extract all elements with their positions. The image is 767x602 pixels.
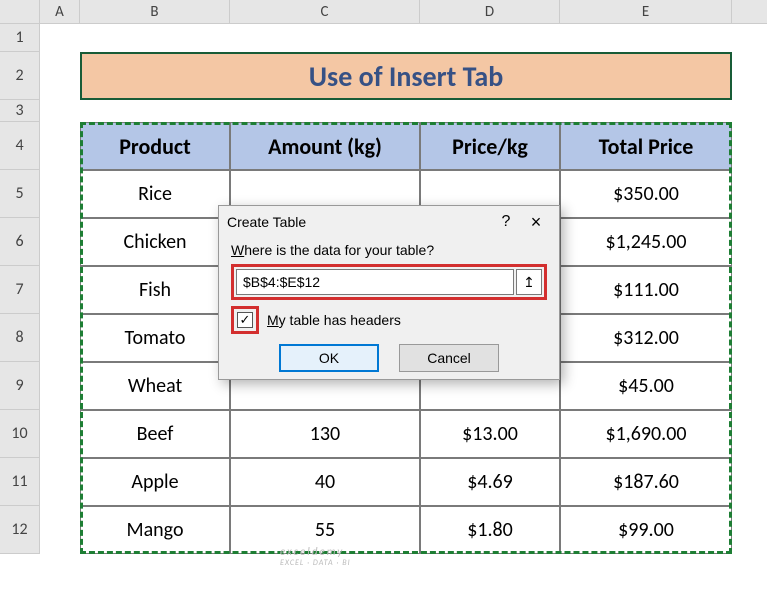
col-header-c[interactable]: C — [230, 0, 420, 23]
row-header-8[interactable]: 8 — [0, 314, 40, 362]
checkbox-label[interactable]: My table has headers — [267, 312, 401, 328]
dialog-titlebar[interactable]: Create Table ? × — [219, 206, 559, 238]
cell-total[interactable]: $350.00 — [560, 170, 732, 218]
row-header-2[interactable]: 2 — [0, 52, 40, 100]
cell-total[interactable]: $111.00 — [560, 266, 732, 314]
range-input[interactable] — [236, 269, 514, 295]
cell-total[interactable]: $187.60 — [560, 458, 732, 506]
cell-product[interactable]: Apple — [80, 458, 230, 506]
cancel-button[interactable]: Cancel — [399, 344, 499, 372]
cell-product[interactable]: Fish — [80, 266, 230, 314]
dialog-body: Where is the data for your table? ↥ ✓ My… — [219, 238, 559, 380]
col-header-b[interactable]: B — [80, 0, 230, 23]
cell-total[interactable]: $99.00 — [560, 506, 732, 554]
row-headers: 1 2 3 4 5 6 7 8 9 10 11 12 — [0, 24, 40, 554]
row-header-3[interactable]: 3 — [0, 100, 40, 122]
row-header-1[interactable]: 1 — [0, 24, 40, 52]
cell-total[interactable]: $45.00 — [560, 362, 732, 410]
close-icon[interactable]: × — [521, 212, 551, 233]
row-header-9[interactable]: 9 — [0, 362, 40, 410]
cell-price[interactable]: $4.69 — [420, 458, 560, 506]
cell-price[interactable]: $1.80 — [420, 506, 560, 554]
cell-amount[interactable]: 130 — [230, 410, 420, 458]
row-header-6[interactable]: 6 — [0, 218, 40, 266]
row-header-5[interactable]: 5 — [0, 170, 40, 218]
header-product[interactable]: Product — [80, 122, 230, 170]
col-header-e[interactable]: E — [560, 0, 732, 23]
table-row: Apple40$4.69$187.60 — [80, 458, 732, 506]
header-amount[interactable]: Amount (kg) — [230, 122, 420, 170]
cell-product[interactable]: Beef — [80, 410, 230, 458]
select-all-corner[interactable] — [0, 0, 40, 23]
table-header-row: Product Amount (kg) Price/kg Total Price — [80, 122, 732, 170]
cell-product[interactable]: Rice — [80, 170, 230, 218]
ok-button[interactable]: OK — [279, 344, 379, 372]
collapse-dialog-icon[interactable]: ↥ — [516, 269, 542, 295]
watermark: exceldemy EXCEL · DATA · BI — [280, 545, 351, 568]
row-header-4[interactable]: 4 — [0, 122, 40, 170]
dialog-question: Where is the data for your table? — [231, 242, 547, 258]
create-table-dialog: Create Table ? × Where is the data for y… — [218, 205, 560, 380]
row-header-11[interactable]: 11 — [0, 458, 40, 506]
col-header-a[interactable]: A — [40, 0, 80, 23]
row-header-7[interactable]: 7 — [0, 266, 40, 314]
cell-price[interactable]: $13.00 — [420, 410, 560, 458]
column-headers: A B C D E — [0, 0, 767, 24]
range-row: ↥ — [231, 264, 547, 300]
row-header-10[interactable]: 10 — [0, 410, 40, 458]
col-header-d[interactable]: D — [420, 0, 560, 23]
row-header-12[interactable]: 12 — [0, 506, 40, 554]
dialog-buttons: OK Cancel — [231, 344, 547, 372]
headers-checkbox[interactable]: ✓ — [237, 312, 253, 328]
help-icon[interactable]: ? — [491, 213, 521, 231]
cell-product[interactable]: Chicken — [80, 218, 230, 266]
cell-total[interactable]: $1,245.00 — [560, 218, 732, 266]
table-row: Mango55$1.80$99.00 — [80, 506, 732, 554]
checkbox-highlight: ✓ — [231, 306, 259, 334]
table-row: Beef130$13.00$1,690.00 — [80, 410, 732, 458]
cell-amount[interactable]: 40 — [230, 458, 420, 506]
header-total[interactable]: Total Price — [560, 122, 732, 170]
cell-product[interactable]: Wheat — [80, 362, 230, 410]
headers-checkbox-row: ✓ My table has headers — [231, 306, 547, 334]
cell-product[interactable]: Mango — [80, 506, 230, 554]
title-merged-cell[interactable]: Use of Insert Tab — [80, 52, 732, 100]
cell-product[interactable]: Tomato — [80, 314, 230, 362]
cell-total[interactable]: $312.00 — [560, 314, 732, 362]
header-price[interactable]: Price/kg — [420, 122, 560, 170]
cell-total[interactable]: $1,690.00 — [560, 410, 732, 458]
dialog-title: Create Table — [227, 214, 491, 230]
